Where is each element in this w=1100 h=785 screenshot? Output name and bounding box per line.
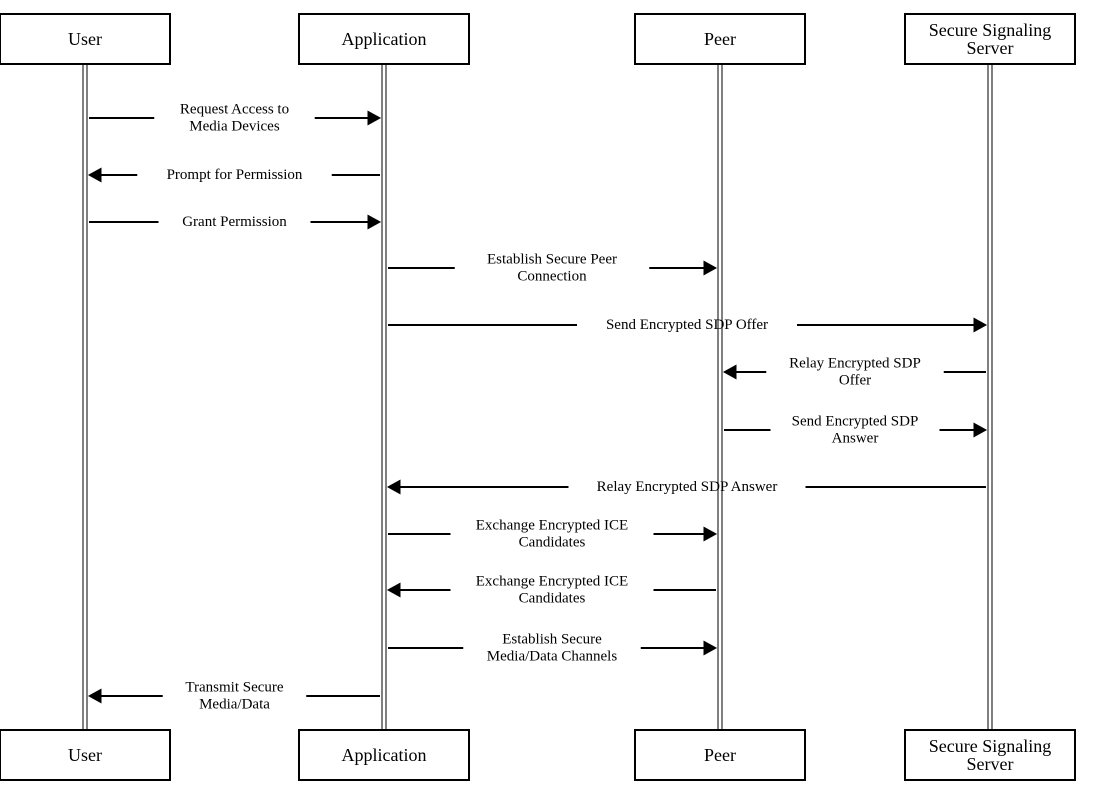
actor-label-server: Server — [967, 754, 1014, 774]
message-label: Request Access to — [180, 102, 289, 118]
actor-label-user: User — [68, 29, 102, 49]
actor-label-peer: Peer — [704, 745, 736, 765]
message-label: Exchange Encrypted ICE — [476, 518, 628, 534]
actor-label-server: Server — [967, 38, 1014, 58]
message-label: Grant Permission — [182, 214, 287, 230]
message-label: Media/Data — [199, 697, 270, 713]
message-label: Media Devices — [189, 119, 280, 135]
message-label: Send Encrypted SDP Offer — [606, 317, 768, 333]
message-label: Media/Data Channels — [487, 649, 618, 665]
message-label: Offer — [839, 373, 871, 389]
message-label: Establish Secure Peer — [487, 252, 617, 268]
actor-label-app: Application — [342, 745, 427, 765]
sequence-diagram: UserApplicationPeerSecure SignalingServe… — [0, 0, 1100, 785]
message-label: Establish Secure — [502, 632, 602, 648]
actor-label-app: Application — [342, 29, 427, 49]
message-label: Transmit Secure — [185, 680, 284, 696]
message-label: Relay Encrypted SDP — [789, 356, 921, 372]
message-label: Relay Encrypted SDP Answer — [597, 479, 778, 495]
message-label: Connection — [517, 269, 587, 285]
message-label: Exchange Encrypted ICE — [476, 574, 628, 590]
message-label: Prompt for Permission — [167, 167, 303, 183]
message-label: Candidates — [519, 591, 586, 607]
actor-label-server: Secure Signaling — [929, 736, 1051, 756]
message-label: Candidates — [519, 535, 586, 551]
actor-label-user: User — [68, 745, 102, 765]
message-label: Answer — [832, 431, 879, 447]
actor-label-peer: Peer — [704, 29, 736, 49]
actor-label-server: Secure Signaling — [929, 20, 1051, 40]
message-label: Send Encrypted SDP — [792, 414, 919, 430]
